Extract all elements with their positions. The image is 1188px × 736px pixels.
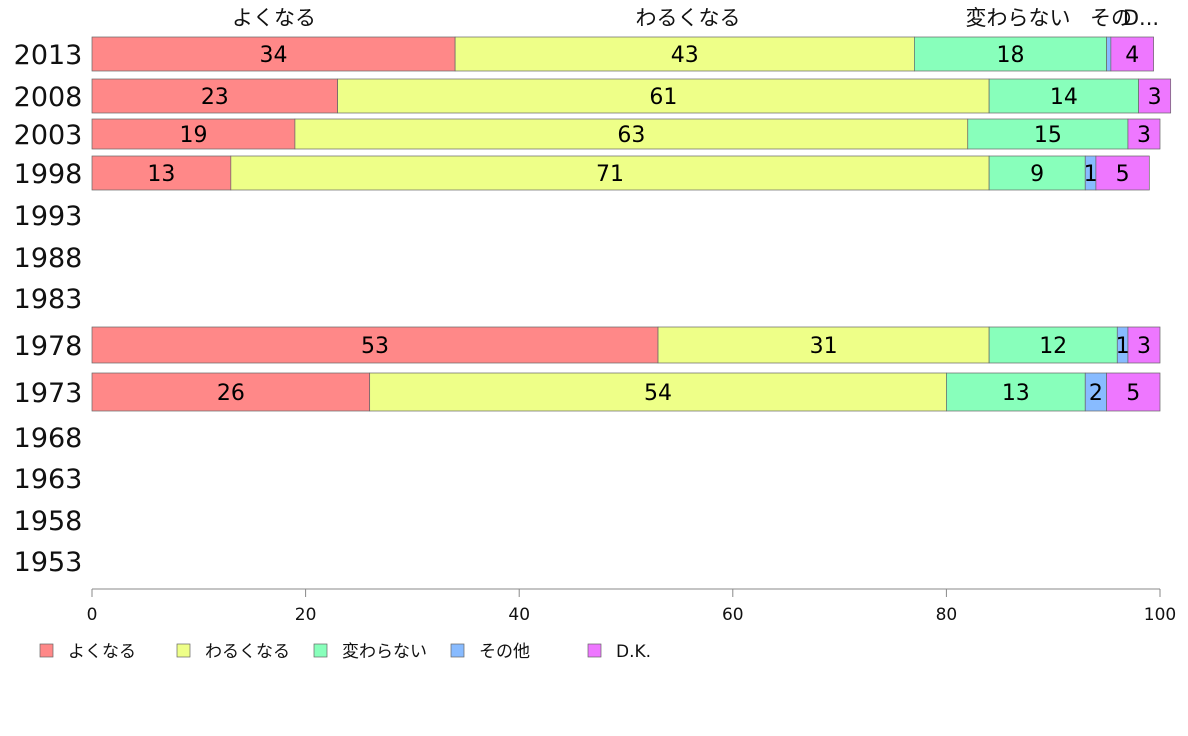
data-label: 15: [1034, 123, 1062, 148]
data-label: 1: [1116, 334, 1130, 359]
bar-segment: [1138, 78, 1172, 114]
bar-segment: [337, 78, 990, 114]
top-series-label: よくなる: [232, 6, 316, 30]
data-label: 71: [596, 162, 624, 187]
bar-segment: [294, 118, 969, 150]
data-label: 54: [644, 381, 672, 406]
x-tick-label: 80: [936, 605, 958, 625]
bar-segment: [91, 155, 232, 191]
data-label: 19: [179, 123, 207, 148]
legend-label: わるくなる: [205, 642, 290, 662]
data-label: 9: [1030, 162, 1044, 187]
data-label: 3: [1148, 85, 1162, 110]
year-label-1958: 1958: [14, 506, 83, 537]
legend-swatch: [313, 643, 328, 658]
bar-segment: [1127, 326, 1161, 364]
bar-segment: [1110, 36, 1154, 72]
bars-area: 34 43 18 423 61 14 319 63 15 313 71 9 1 553 31 12 1 326 54…: [91, 36, 1172, 412]
top-series-labels: よくなる わるくなる 変わらない そのD...: [232, 6, 1159, 30]
legend-swatch: [450, 643, 465, 658]
bar-segment: [988, 155, 1086, 191]
bar-segment: [1106, 372, 1161, 412]
bar-segment: [1095, 155, 1150, 191]
bar-segment: [988, 78, 1139, 114]
x-tick-label: 60: [722, 605, 744, 625]
year-label-1963: 1963: [14, 464, 83, 495]
data-label: 63: [617, 123, 645, 148]
top-series-label: その: [1090, 6, 1132, 30]
year-label-2013: 2013: [14, 40, 83, 71]
bar-segment: [946, 372, 1086, 412]
data-label: 13: [147, 162, 175, 187]
legend-swatch: [587, 643, 602, 658]
bar-segment: [454, 36, 915, 72]
data-label: 5: [1116, 162, 1130, 187]
bar-segment: [1106, 36, 1112, 72]
legend-swatch: [39, 643, 54, 658]
top-series-label: 変わらない: [966, 6, 1071, 30]
data-label: 31: [810, 334, 838, 359]
data-label: 34: [260, 43, 288, 68]
data-label: 3: [1137, 334, 1151, 359]
year-label-1973: 1973: [14, 378, 83, 409]
bar-segment: [988, 326, 1118, 364]
x-axis: 0 20 40 60 80 100: [87, 588, 1176, 625]
bar-segment: [91, 78, 338, 114]
top-series-label: D...: [1123, 6, 1159, 30]
data-label: 4: [1125, 43, 1139, 68]
legend-label: その他: [479, 642, 530, 662]
bar-segment: [91, 326, 659, 364]
data-label: 23: [201, 85, 229, 110]
x-tick-label: 40: [508, 605, 530, 625]
top-series-label: わるくなる: [636, 6, 741, 30]
year-label-1998: 1998: [14, 159, 83, 190]
data-label: 12: [1039, 334, 1067, 359]
year-label-2003: 2003: [14, 120, 83, 151]
data-label: 5: [1126, 381, 1140, 406]
year-label-1968: 1968: [14, 423, 83, 454]
bar-segment: [657, 326, 990, 364]
data-label: 43: [671, 43, 699, 68]
x-tick-label: 0: [87, 605, 98, 625]
bar-segment: [369, 372, 947, 412]
year-label-2008: 2008: [14, 82, 83, 113]
legend-swatch: [176, 643, 191, 658]
year-label-1983: 1983: [14, 284, 83, 315]
x-tick-label: 100: [1144, 605, 1176, 625]
bar-segment: [230, 155, 990, 191]
data-label: 1: [1084, 162, 1098, 187]
data-label: 3: [1137, 123, 1151, 148]
bar-segment: [914, 36, 1107, 72]
bar-segment: [91, 118, 296, 150]
data-label: 14: [1050, 85, 1078, 110]
year-label-1978: 1978: [14, 331, 83, 362]
legend-label: D.K.: [616, 642, 651, 662]
year-label-1953: 1953: [14, 547, 83, 578]
x-tick-label: 20: [295, 605, 317, 625]
bar-segment: [1127, 118, 1161, 150]
data-label: 2: [1089, 381, 1103, 406]
year-label-1993: 1993: [14, 201, 83, 232]
legend: よくなる わるくなる 変わらない その他 D.K.: [39, 642, 651, 662]
data-label: 61: [649, 85, 677, 110]
legend-label: 変わらない: [342, 642, 427, 662]
bar-segment: [91, 372, 371, 412]
year-axis: 2013 2008 2003 1998 1993 1988 1983 1978 1973 1968…: [14, 40, 83, 578]
bar-segment: [91, 36, 456, 72]
data-label: 13: [1002, 381, 1030, 406]
data-label: 53: [361, 334, 389, 359]
data-label: 18: [996, 43, 1024, 68]
bar-segment: [967, 118, 1129, 150]
data-label: 26: [217, 381, 245, 406]
legend-label: よくなる: [68, 642, 136, 662]
year-label-1988: 1988: [14, 243, 83, 274]
